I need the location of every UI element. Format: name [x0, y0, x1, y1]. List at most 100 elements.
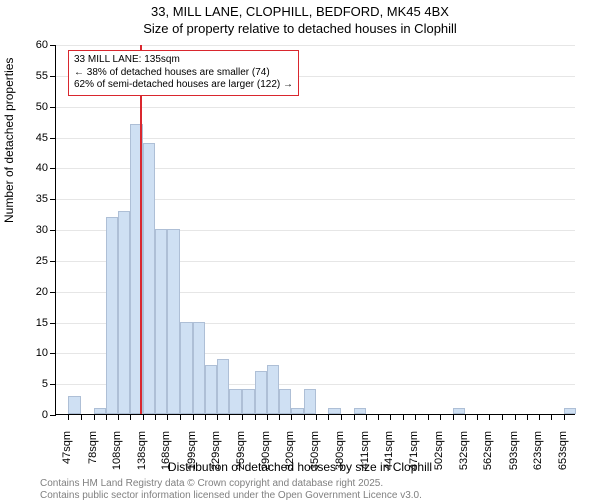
histogram-bar	[94, 408, 106, 414]
x-tick	[564, 414, 565, 420]
x-tick	[366, 414, 367, 420]
x-tick	[453, 414, 454, 420]
x-tick	[539, 414, 540, 420]
y-tick-label: 5	[8, 378, 48, 390]
title-line-1: 33, MILL LANE, CLOPHILL, BEDFORD, MK45 4…	[0, 4, 600, 19]
y-tick-label: 55	[8, 70, 48, 82]
y-tick	[50, 261, 56, 262]
histogram-bar	[155, 229, 167, 414]
annotation-box: 33 MILL LANE: 135sqm ← 38% of detached h…	[68, 50, 299, 96]
y-tick	[50, 138, 56, 139]
x-tick	[403, 414, 404, 420]
histogram-bar	[167, 229, 180, 414]
title-line-2: Size of property relative to detached ho…	[0, 21, 600, 36]
x-tick	[489, 414, 490, 420]
y-tick	[50, 384, 56, 385]
x-tick	[205, 414, 206, 420]
y-tick-label: 10	[8, 347, 48, 359]
x-tick	[193, 414, 194, 420]
x-tick	[415, 414, 416, 420]
x-tick	[81, 414, 82, 420]
histogram-bar	[68, 396, 80, 415]
x-tick	[527, 414, 528, 420]
x-tick	[217, 414, 218, 420]
x-tick	[155, 414, 156, 420]
x-tick	[143, 414, 144, 420]
y-tick-label: 25	[8, 255, 48, 267]
y-tick	[50, 45, 56, 46]
histogram-bar	[354, 408, 366, 414]
x-tick	[428, 414, 429, 420]
gridline	[56, 45, 575, 46]
y-tick-label: 0	[8, 409, 48, 421]
histogram-bar	[255, 371, 267, 414]
x-tick	[477, 414, 478, 420]
histogram-bar	[106, 217, 118, 414]
histogram-bar	[564, 408, 576, 414]
x-tick	[378, 414, 379, 420]
annotation-line-2: ← 38% of detached houses are smaller (74…	[74, 67, 293, 80]
histogram-bar	[217, 359, 229, 415]
reference-line	[140, 45, 142, 414]
x-tick	[180, 414, 181, 420]
y-tick-label: 35	[8, 193, 48, 205]
figure-root: 33, MILL LANE, CLOPHILL, BEDFORD, MK45 4…	[0, 0, 600, 500]
x-tick	[267, 414, 268, 420]
x-tick	[118, 414, 119, 420]
footer-line-2: Contains public sector information licen…	[40, 490, 422, 500]
histogram-bar	[143, 143, 155, 414]
histogram-bar	[279, 389, 291, 414]
y-tick	[50, 168, 56, 169]
y-tick-label: 50	[8, 101, 48, 113]
y-tick-label: 15	[8, 317, 48, 329]
histogram-bar	[193, 322, 205, 415]
y-tick	[50, 353, 56, 354]
annotation-line-1: 33 MILL LANE: 135sqm	[74, 54, 293, 67]
histogram-bar	[118, 211, 130, 415]
attribution-footer: Contains HM Land Registry data © Crown c…	[40, 478, 422, 500]
x-tick	[316, 414, 317, 420]
gridline	[56, 107, 575, 108]
histogram-bar	[205, 365, 217, 414]
y-tick-label: 45	[8, 132, 48, 144]
x-tick	[68, 414, 69, 420]
x-tick	[106, 414, 107, 420]
histogram-bar	[453, 408, 465, 414]
histogram-bar	[328, 408, 340, 414]
histogram-bar	[304, 389, 316, 414]
x-tick	[341, 414, 342, 420]
x-tick	[465, 414, 466, 420]
y-tick	[50, 415, 56, 416]
y-tick	[50, 323, 56, 324]
x-tick	[551, 414, 552, 420]
y-tick-label: 40	[8, 162, 48, 174]
histogram-plot	[55, 45, 575, 415]
x-tick	[94, 414, 95, 420]
y-tick	[50, 292, 56, 293]
x-tick	[229, 414, 230, 420]
histogram-bar	[267, 365, 279, 414]
x-tick	[328, 414, 329, 420]
x-tick	[440, 414, 441, 420]
histogram-bar	[180, 322, 192, 415]
x-tick	[167, 414, 168, 420]
x-tick	[291, 414, 292, 420]
footer-line-1: Contains HM Land Registry data © Crown c…	[40, 478, 422, 490]
x-tick	[242, 414, 243, 420]
y-tick-label: 30	[8, 224, 48, 236]
histogram-bar	[229, 389, 241, 414]
y-tick-label: 60	[8, 39, 48, 51]
x-tick	[255, 414, 256, 420]
annotation-line-3: 62% of semi-detached houses are larger (…	[74, 79, 293, 92]
y-tick	[50, 76, 56, 77]
x-tick	[130, 414, 131, 420]
y-tick-label: 20	[8, 286, 48, 298]
title-block: 33, MILL LANE, CLOPHILL, BEDFORD, MK45 4…	[0, 4, 600, 36]
x-tick	[304, 414, 305, 420]
y-tick	[50, 230, 56, 231]
x-tick	[515, 414, 516, 420]
histogram-bar	[291, 408, 303, 414]
y-tick	[50, 199, 56, 200]
x-axis-label: Distribution of detached houses by size …	[0, 460, 600, 474]
x-tick	[279, 414, 280, 420]
